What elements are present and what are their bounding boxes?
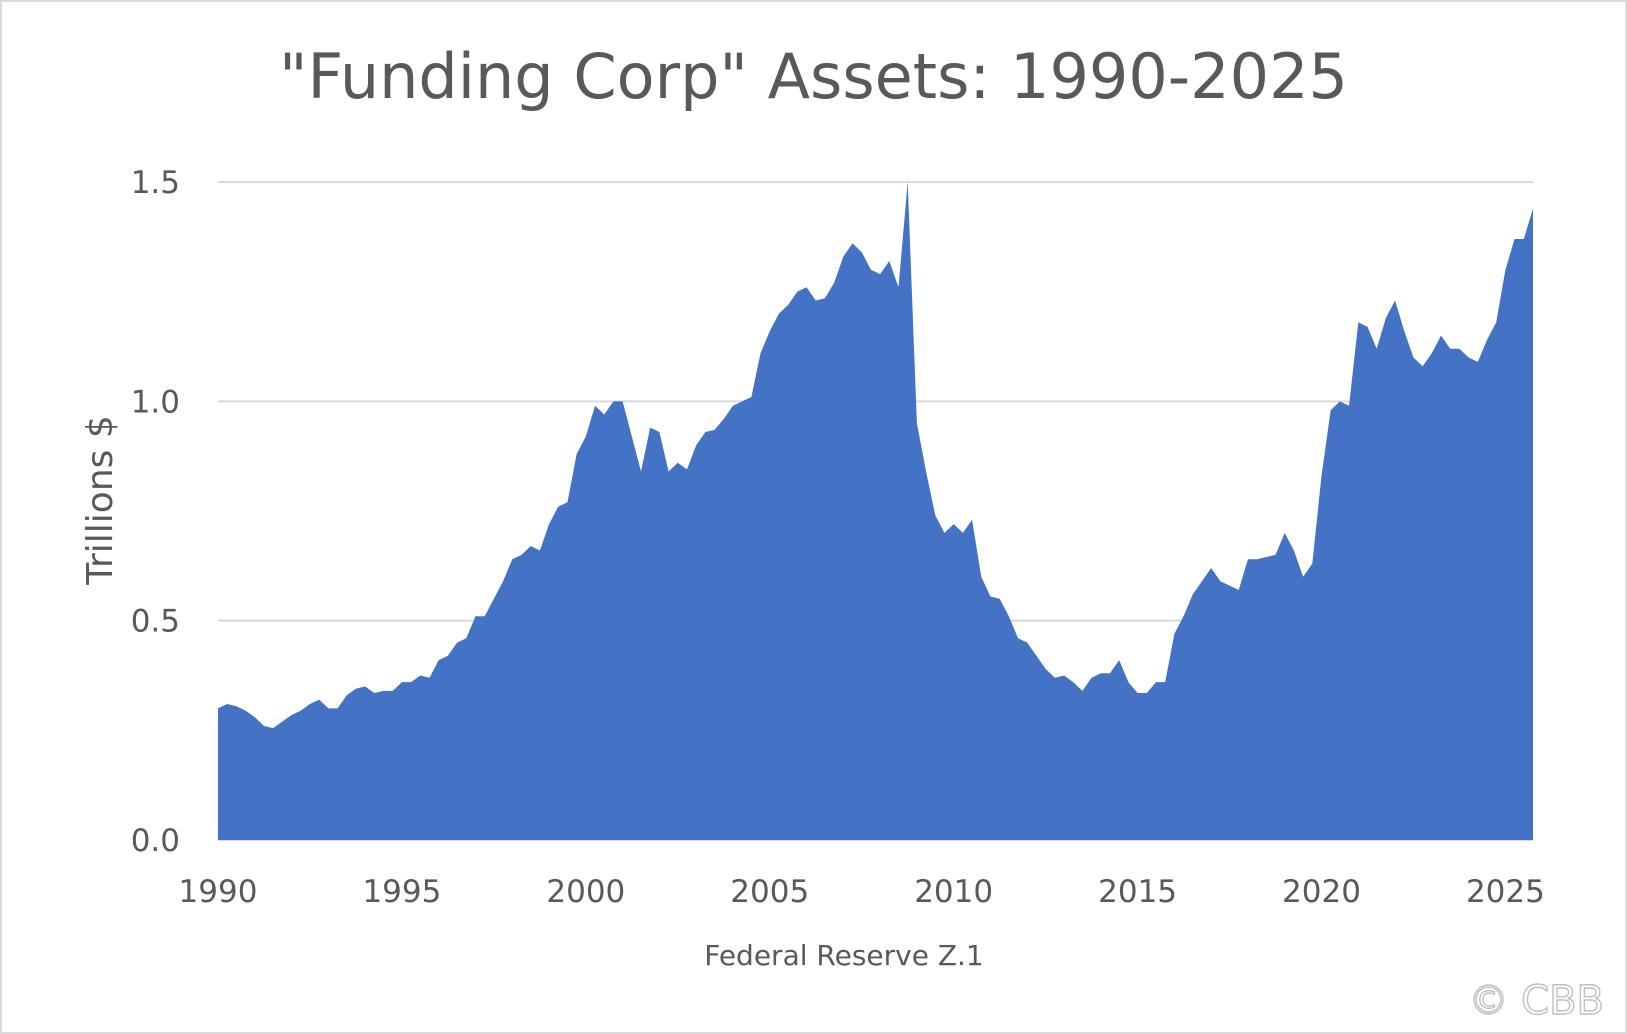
x-tick-label: 2015 (1098, 874, 1177, 910)
area-fill (218, 182, 1533, 840)
y-tick-labels: 0.0 0.5 1.0 1.5 (131, 165, 180, 859)
chart-title: "Funding Corp" Assets: 1990-2025 (279, 40, 1348, 113)
area-series (218, 182, 1533, 840)
y-tick-label: 1.0 (131, 384, 180, 420)
x-tick-label: 2010 (914, 874, 993, 910)
y-tick-label: 1.5 (131, 165, 180, 201)
x-tick-label: 1995 (362, 874, 441, 910)
x-tick-label: 2020 (1282, 874, 1361, 910)
y-tick-label: 0.0 (131, 823, 180, 859)
x-tick-label: 2000 (546, 874, 625, 910)
y-tick-label: 0.5 (131, 604, 180, 640)
x-tick-labels: 1990 1995 2000 2005 2010 2015 2020 2025 (179, 874, 1545, 910)
x-tick-label: 2025 (1466, 874, 1545, 910)
x-tick-label: 1990 (179, 874, 258, 910)
copyright-watermark: © CBB (1468, 978, 1604, 1024)
y-axis-title: Trillions $ (80, 415, 121, 585)
x-axis-title: Federal Reserve Z.1 (704, 939, 984, 972)
x-tick-label: 2005 (730, 874, 809, 910)
